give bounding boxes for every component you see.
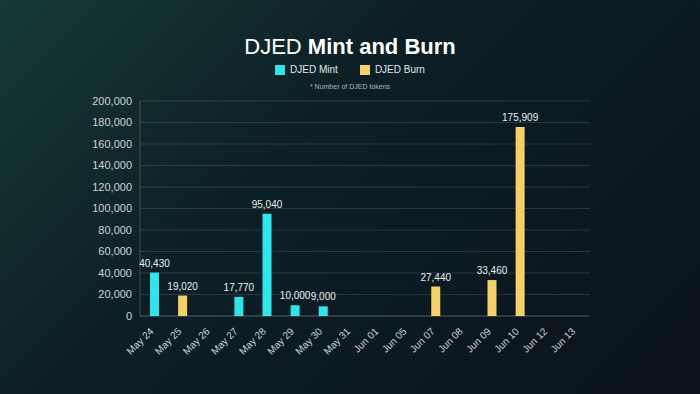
svg-text:May 28: May 28 (237, 325, 268, 356)
svg-text:33,460: 33,460 (477, 265, 508, 276)
svg-text:Jun 13: Jun 13 (548, 325, 577, 354)
svg-text:40,000: 40,000 (98, 267, 132, 279)
svg-text:10,000: 10,000 (280, 290, 311, 301)
svg-text:27,440: 27,440 (420, 272, 451, 283)
svg-text:Jun 01: Jun 01 (351, 325, 380, 354)
html-text:DJED Burn: DJED Burn (374, 64, 425, 75)
svg-text:19,020: 19,020 (167, 281, 198, 292)
svg-text:Jun 08: Jun 08 (436, 325, 465, 354)
svg-text:Jun 10: Jun 10 (492, 325, 521, 354)
svg-text:May 24: May 24 (125, 325, 156, 356)
svg-text:140,000: 140,000 (92, 159, 132, 171)
svg-text:May 30: May 30 (293, 325, 324, 356)
svg-text:200,000: 200,000 (92, 95, 132, 107)
svg-text:40,430: 40,430 (139, 258, 170, 269)
svg-text:9,000: 9,000 (311, 291, 336, 302)
svg-text:120,000: 120,000 (92, 181, 132, 193)
svg-text:May 27: May 27 (209, 325, 240, 356)
svg-text:160,000: 160,000 (92, 138, 132, 150)
svg-text:95,040: 95,040 (252, 199, 283, 210)
svg-text:60,000: 60,000 (98, 245, 132, 257)
html-text:DJED Mint: DJED Mint (290, 64, 338, 75)
svg-text:180,000: 180,000 (92, 116, 132, 128)
html-text:* Number of DJED tokens: * Number of DJED tokens (309, 83, 391, 90)
svg-text:100,000: 100,000 (92, 202, 132, 214)
svg-text:175,909: 175,909 (502, 112, 539, 123)
svg-text:May 25: May 25 (153, 325, 184, 356)
html-text:DJED Mint and Burn: DJED Mint and Burn (244, 34, 456, 59)
svg-text:May 31: May 31 (321, 325, 352, 356)
svg-text:Jun 05: Jun 05 (380, 325, 409, 354)
svg-text:Jun 09: Jun 09 (464, 325, 493, 354)
svg-text:20,000: 20,000 (98, 288, 132, 300)
svg-text:May 26: May 26 (181, 325, 212, 356)
svg-text:Jun 12: Jun 12 (520, 325, 549, 354)
svg-text:0: 0 (126, 310, 132, 322)
svg-text:May 29: May 29 (265, 325, 296, 356)
svg-text:80,000: 80,000 (98, 224, 132, 236)
svg-text:17,770: 17,770 (224, 282, 255, 293)
svg-text:Jun 07: Jun 07 (408, 325, 437, 354)
